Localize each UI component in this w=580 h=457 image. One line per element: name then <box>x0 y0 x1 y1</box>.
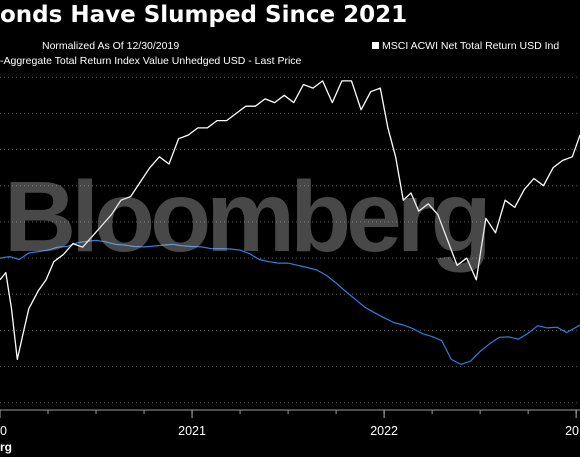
series-line-bond-index <box>0 239 580 365</box>
source-label: rg <box>0 440 12 454</box>
x-tick-label: 20 <box>565 424 579 438</box>
legend-item-bond-index: -Aggregate Total Return Index Value Unhe… <box>0 55 301 67</box>
series-lines <box>0 80 580 365</box>
grid-lines <box>0 76 580 404</box>
legend-swatch-white <box>372 42 379 49</box>
x-tick-label: 0 <box>0 424 7 438</box>
legend-label-bond-index: -Aggregate Total Return Index Value Unhe… <box>0 55 302 67</box>
x-tick-label: 2021 <box>178 424 206 438</box>
x-tick-label: 2022 <box>370 424 398 438</box>
x-axis-ticks: 0 2021 2022 20 <box>0 409 580 438</box>
legend-item-msci: MSCI ACWI Net Total Return USD Ind <box>372 40 559 52</box>
chart-title: onds Have Slumped Since 2021 <box>0 2 408 28</box>
legend-label-msci: MSCI ACWI Net Total Return USD Ind <box>382 40 560 52</box>
normalization-note: Normalized As Of 12/30/2019 <box>42 40 180 52</box>
series-line-msci <box>0 80 580 361</box>
